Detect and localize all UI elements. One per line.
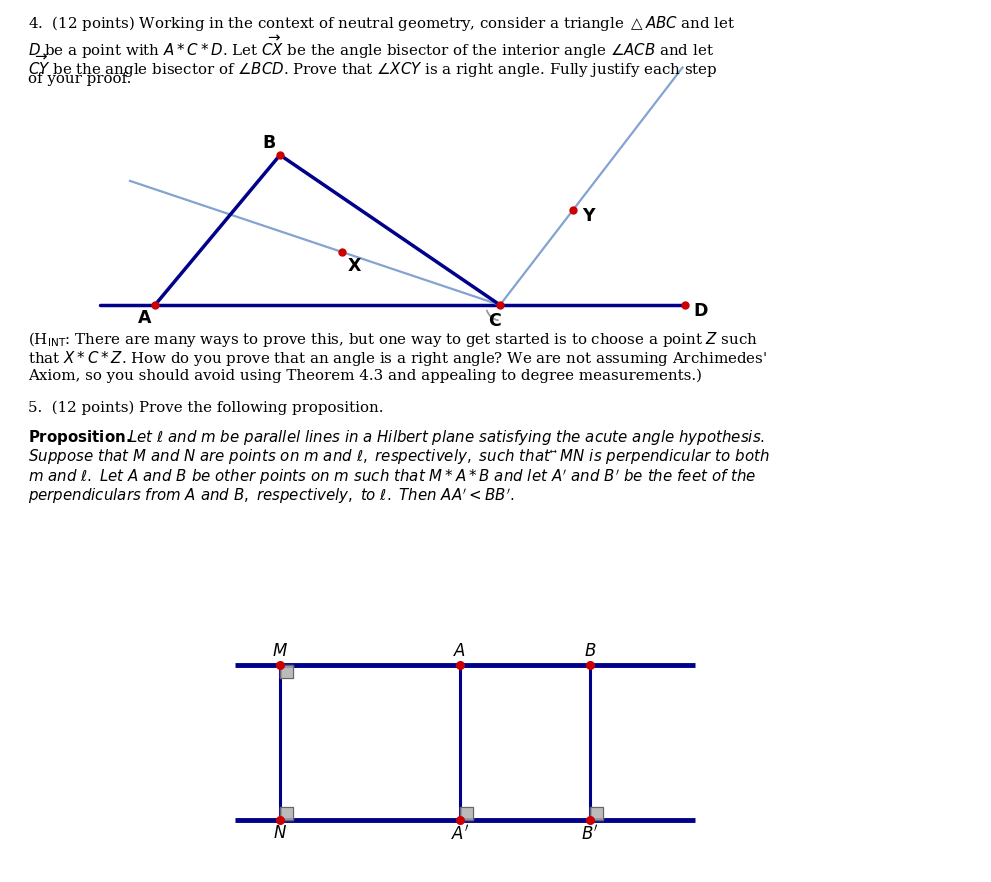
Text: $\mathit{A'}$: $\mathit{A'}$ (451, 825, 470, 844)
Text: $\mathbf{C}$: $\mathbf{C}$ (489, 313, 501, 330)
Text: $\mathbf{D}$: $\mathbf{D}$ (693, 303, 709, 320)
Text: $\mathit{Let\ \ell\ and\ m\ be\ parallel\ lines\ in\ a\ Hilbert\ plane\ satisfyi: $\mathit{Let\ \ell\ and\ m\ be\ parallel… (128, 428, 765, 447)
Text: $\mathbf{B}$: $\mathbf{B}$ (262, 135, 276, 152)
Text: $\mathit{A}$: $\mathit{A}$ (454, 643, 467, 660)
Text: (H$_{\mathrm{INT}}$: There are many ways to prove this, but one way to get start: (H$_{\mathrm{INT}}$: There are many ways… (28, 330, 758, 349)
Polygon shape (280, 807, 293, 820)
Text: of your proof.: of your proof. (28, 72, 132, 86)
Text: $\mathit{B}$: $\mathit{B}$ (584, 643, 597, 660)
Text: $\mathit{M}$: $\mathit{M}$ (273, 643, 288, 660)
Text: $\mathbf{A}$: $\mathbf{A}$ (137, 310, 153, 327)
Text: Axiom, so you should avoid using Theorem 4.3 and appealing to degree measurement: Axiom, so you should avoid using Theorem… (28, 369, 702, 384)
Text: that $X*C*Z$. How do you prove that an angle is a right angle? We are not assumi: that $X*C*Z$. How do you prove that an a… (28, 349, 767, 369)
Text: $\mathit{m\ and\ \ell.\ Let\ A\ and\ B\ be\ other\ points\ on\ m\ such\ that\ M*: $\mathit{m\ and\ \ell.\ Let\ A\ and\ B\ … (28, 467, 756, 487)
Polygon shape (280, 665, 293, 678)
Text: $\overrightarrow{CY}$ be the angle bisector of $\angle BCD$. Prove that $\angle : $\overrightarrow{CY}$ be the angle bisec… (28, 53, 717, 80)
Text: 5.  (12 points) Prove the following proposition.: 5. (12 points) Prove the following propo… (28, 400, 384, 415)
Polygon shape (460, 807, 473, 820)
Text: $\mathit{Suppose\ that\ M\ and\ N\ are\ points\ on\ m\ and\ \ell,\ respectively,: $\mathit{Suppose\ that\ M\ and\ N\ are\ … (28, 447, 770, 467)
Text: $\mathbf{X}$: $\mathbf{X}$ (347, 258, 362, 275)
Text: 4.  (12 points) Working in the context of neutral geometry, consider a triangle : 4. (12 points) Working in the context of… (28, 14, 735, 33)
Text: $\mathbf{Y}$: $\mathbf{Y}$ (582, 208, 597, 225)
Polygon shape (590, 807, 603, 820)
Text: $\mathbf{Proposition.}$: $\mathbf{Proposition.}$ (28, 428, 131, 447)
Text: $\mathit{N}$: $\mathit{N}$ (273, 825, 287, 842)
Text: $\mathit{B'}$: $\mathit{B'}$ (581, 825, 599, 844)
Text: $D$ be a point with $A*C*D$. Let $\overrightarrow{CX}$ be the angle bisector of : $D$ be a point with $A*C*D$. Let $\overr… (28, 34, 714, 61)
Text: $\mathit{perpendiculars\ from\ A\ and\ B,\ respectively,\ to\ \ell.\ Then\ AA' <: $\mathit{perpendiculars\ from\ A\ and\ B… (28, 487, 514, 506)
